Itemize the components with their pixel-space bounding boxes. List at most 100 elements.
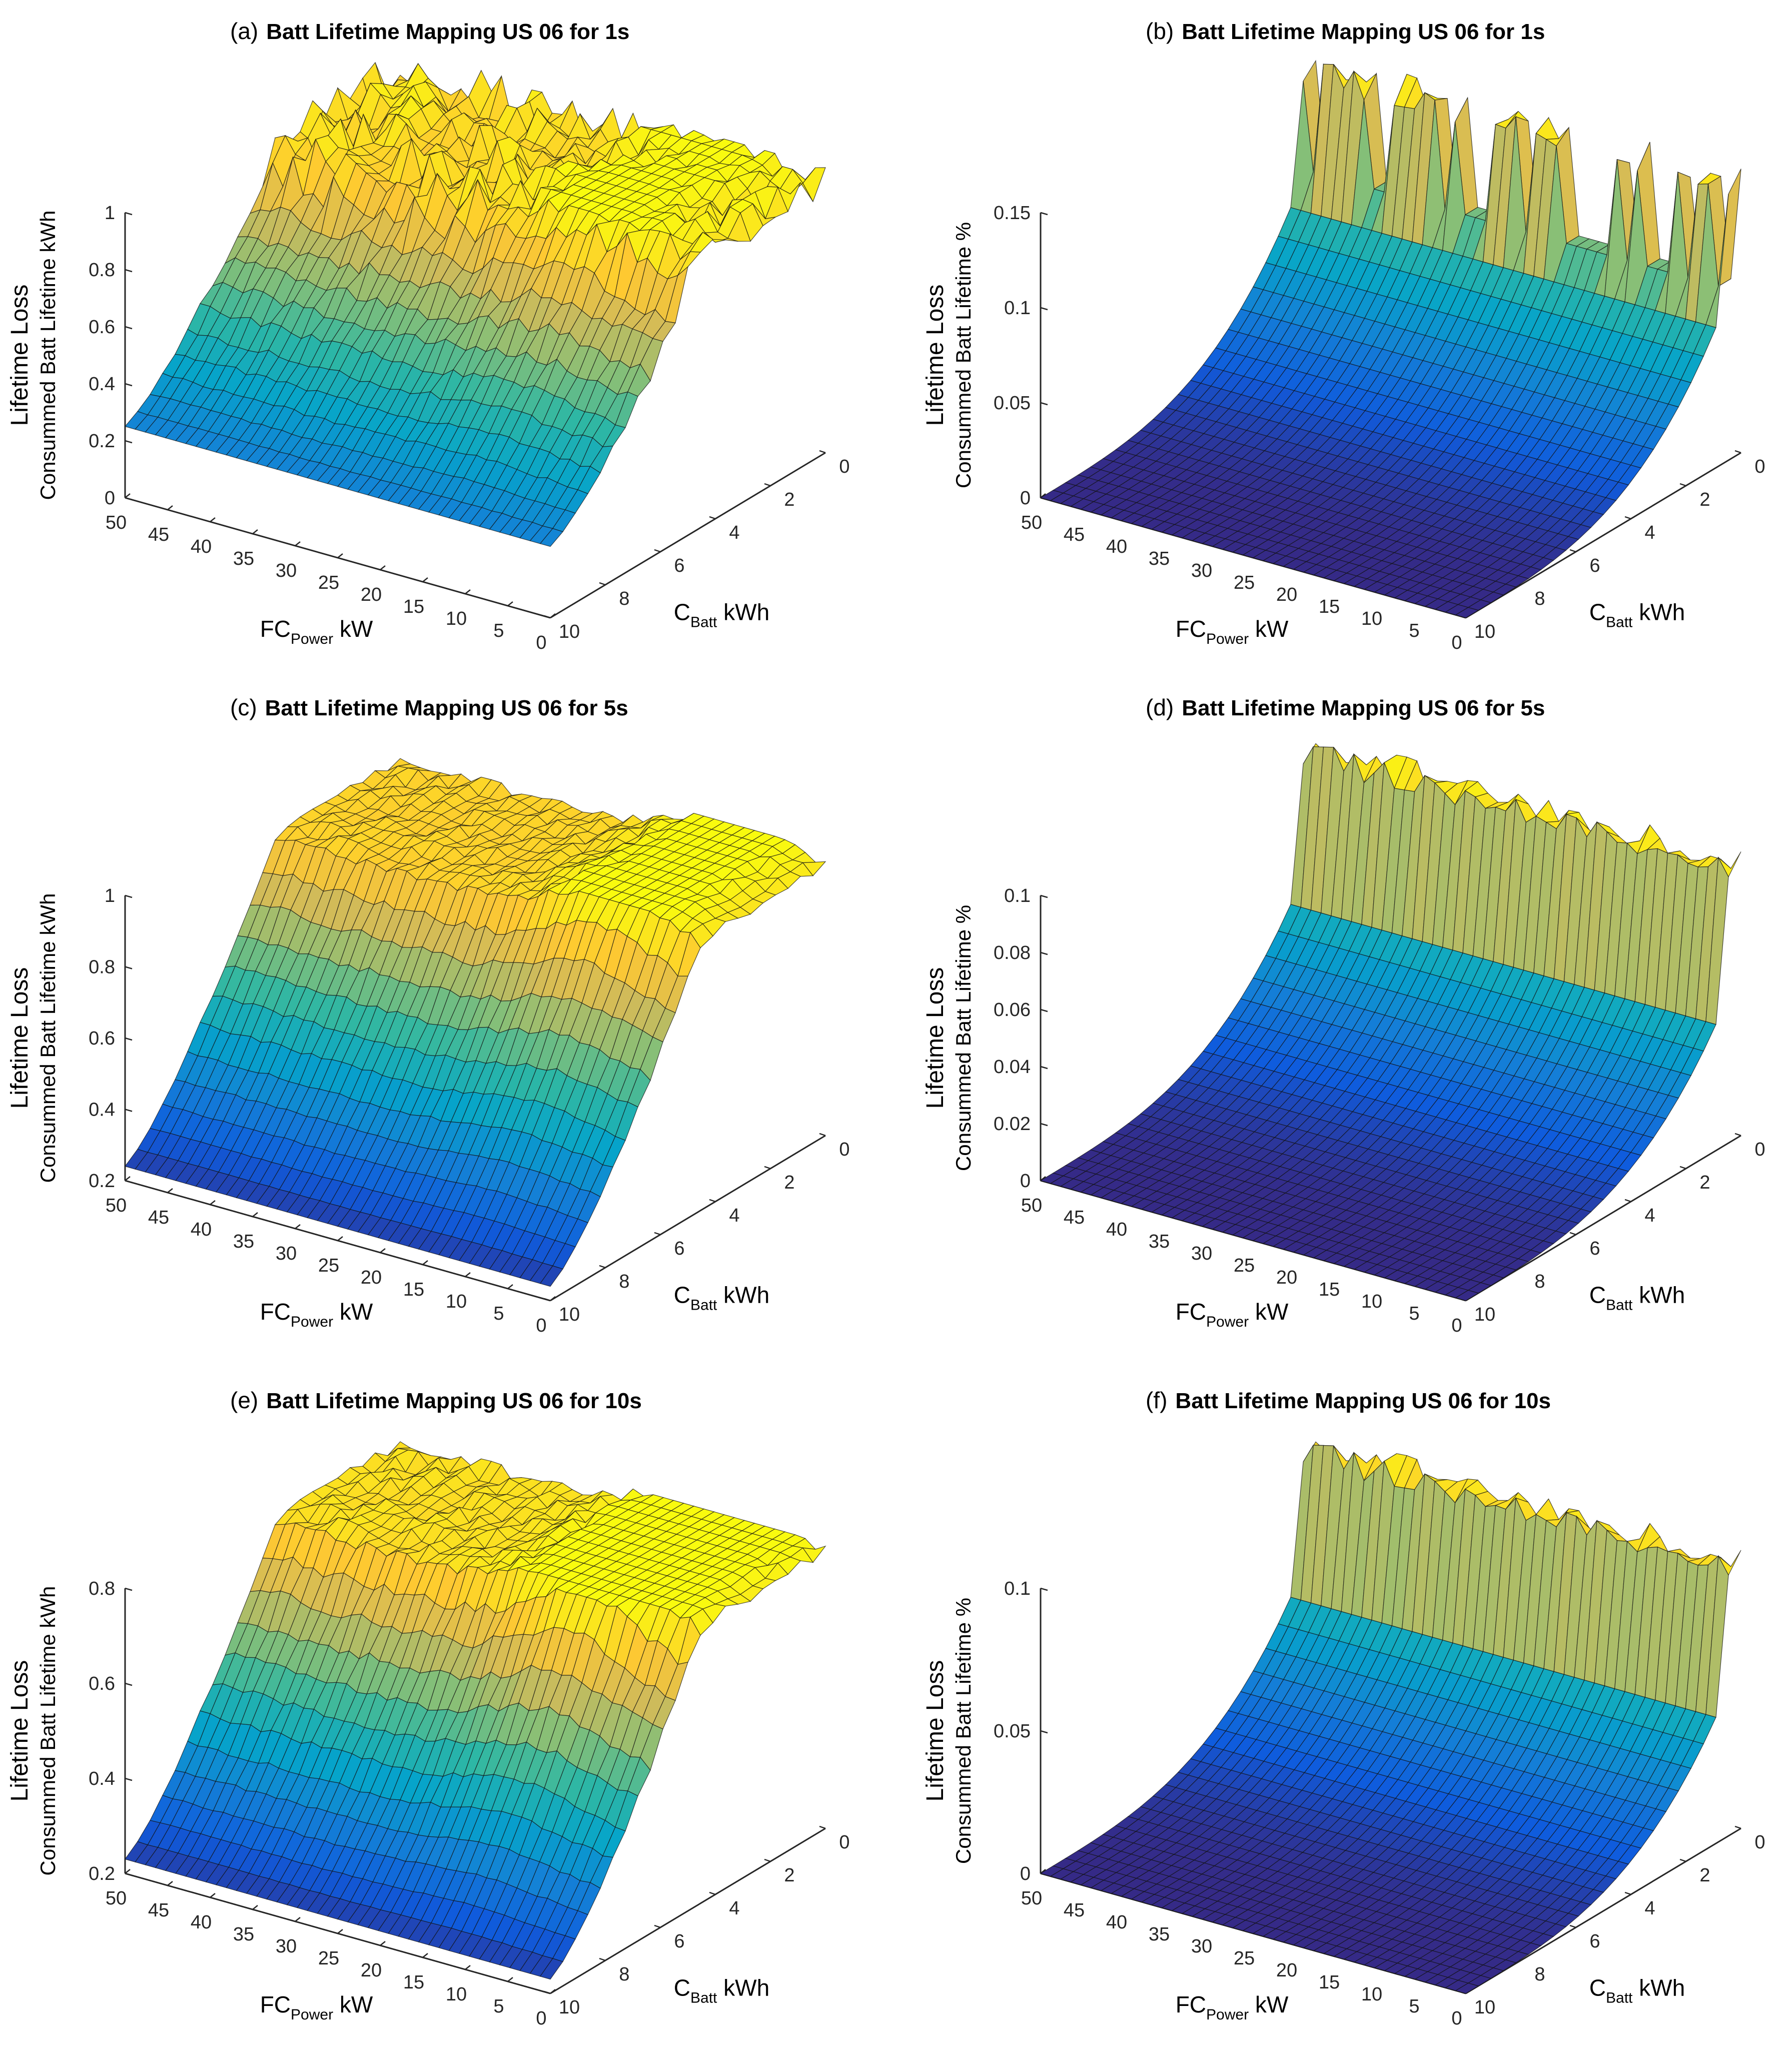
y-tick-label: 4	[729, 522, 739, 543]
x-tick-label: 35	[1149, 1924, 1170, 1945]
y-tick-label: 0	[839, 1832, 849, 1853]
y-tick-mark	[654, 1924, 661, 1928]
y-tick-label: 10	[559, 1304, 580, 1325]
z-tick-mark	[1040, 1587, 1048, 1591]
panel-letter: (b)	[1146, 18, 1174, 44]
z-tick-label: 0.8	[89, 1578, 115, 1599]
x-tick-label: 30	[1191, 560, 1212, 581]
z-tick-mark	[125, 1682, 133, 1686]
panel-letter: (e)	[230, 1387, 258, 1413]
y-tick-mark	[819, 1825, 826, 1829]
z-axis-label-line1: Lifetime Loss	[7, 967, 33, 1109]
chart-title: (a) Batt Lifetime Mapping US 06 for 1s	[230, 18, 629, 44]
y-tick-mark	[599, 582, 606, 586]
x-tick-label: 35	[233, 548, 254, 569]
x-axis-label: FCPower kW	[260, 616, 373, 647]
y-tick-mark	[1624, 516, 1631, 520]
surface	[1040, 1441, 1741, 1994]
y-tick-label: 8	[1534, 1964, 1545, 1985]
y-axis-label: CBatt kWh	[1589, 1282, 1685, 1314]
chart-title: (d) Batt Lifetime Mapping US 06 for 5s	[1146, 694, 1545, 720]
z-tick-label: 0.04	[994, 1057, 1031, 1078]
x-tick-mark	[422, 1260, 428, 1265]
x-axis-label: FCPower kW	[260, 1991, 373, 2023]
y-axis-label: CBatt kWh	[1589, 1975, 1685, 2006]
x-tick-mark	[507, 1284, 513, 1289]
x-tick-mark	[295, 541, 301, 546]
x-tick-label: 25	[318, 1255, 339, 1276]
y-tick-label: 10	[559, 621, 580, 642]
x-tick-mark	[210, 1200, 216, 1205]
x-tick-label: 25	[318, 572, 339, 593]
y-tick-label: 0	[1754, 456, 1765, 477]
z-tick-mark	[125, 966, 133, 969]
x-tick-label: 50	[1021, 1888, 1042, 1909]
z-tick-mark	[125, 497, 133, 501]
y-tick-mark	[764, 1858, 771, 1862]
z-axis-label-line2: Consummed Batt Lifetime %	[952, 1598, 975, 1864]
x-tick-label: 50	[1021, 1195, 1042, 1216]
x-tick-label: 35	[1149, 1231, 1170, 1252]
z-tick-label: 0.6	[89, 1028, 115, 1049]
x-tick-label: 45	[1064, 524, 1085, 545]
x-tick-label: 40	[1106, 536, 1127, 557]
x-tick-label: 0	[1451, 632, 1462, 653]
x-tick-label: 5	[493, 1303, 504, 1324]
z-tick-label: 0.4	[89, 1100, 115, 1121]
z-axis-label-line1: Lifetime Loss	[922, 285, 949, 426]
x-tick-label: 10	[446, 1984, 467, 2005]
z-tick-label: 0.08	[994, 942, 1031, 963]
x-tick-label: 30	[276, 1243, 297, 1264]
chart-title: (c) Batt Lifetime Mapping US 06 for 5s	[230, 694, 628, 720]
chart-title: (e) Batt Lifetime Mapping US 06 for 10s	[230, 1387, 642, 1413]
title-label: Batt Lifetime Mapping US 06 for 10s	[266, 1389, 642, 1413]
x-tick-label: 45	[148, 1900, 169, 1921]
x-tick-label: 50	[1021, 512, 1042, 533]
x-axis-label: FCPower kW	[1176, 1991, 1289, 2023]
x-tick-mark	[465, 1965, 471, 1970]
x-tick-label: 40	[1106, 1219, 1127, 1240]
x-tick-mark	[252, 1905, 258, 1910]
y-tick-mark	[764, 483, 771, 487]
y-tick-label: 10	[1474, 621, 1495, 642]
x-tick-label: 20	[1276, 1267, 1297, 1288]
panel-e: (e) Batt Lifetime Mapping US 06 for 10s 0.…	[7, 1387, 850, 2029]
title-label: Batt Lifetime Mapping US 06 for 10s	[1175, 1389, 1551, 1413]
z-tick-mark	[125, 894, 133, 898]
x-tick-mark	[380, 1941, 386, 1946]
panel-f: (f) Batt Lifetime Mapping US 06 for 10s00…	[922, 1387, 1765, 2029]
x-tick-label: 15	[403, 1279, 424, 1300]
x-tick-label: 0	[536, 2008, 546, 2029]
x-tick-label: 10	[1361, 608, 1382, 629]
x-tick-label: 45	[1064, 1207, 1085, 1228]
y-tick-label: 0	[839, 1139, 849, 1160]
y-tick-mark	[1624, 1199, 1631, 1203]
z-tick-label: 0.8	[89, 957, 115, 978]
title-label: Batt Lifetime Mapping US 06 for 5s	[265, 696, 628, 720]
y-tick-mark	[1569, 549, 1576, 553]
y-tick-mark	[654, 1232, 661, 1236]
x-tick-label: 0	[536, 632, 546, 653]
z-tick-mark	[1040, 1066, 1048, 1070]
x-tick-label: 15	[1319, 596, 1340, 617]
z-tick-label: 0.05	[994, 1721, 1031, 1742]
z-axis-label-line2: Consummed Batt Lifetime kWh	[36, 1586, 60, 1876]
x-axis-label: FCPower kW	[1176, 1299, 1289, 1330]
z-tick-label: 0	[105, 488, 115, 509]
y-tick-mark	[709, 1199, 716, 1203]
y-tick-label: 10	[1474, 1304, 1495, 1325]
x-tick-label: 35	[233, 1231, 254, 1252]
y-tick-mark	[1624, 1891, 1631, 1895]
x-tick-label: 50	[106, 512, 127, 533]
z-axis-label-line2: Consummed Batt Lifetime %	[952, 905, 975, 1171]
y-tick-label: 2	[1699, 489, 1710, 510]
z-axis-label-line2: Consummed Batt Lifetime kWh	[36, 893, 60, 1183]
y-tick-label: 6	[674, 1238, 684, 1259]
title-label: Batt Lifetime Mapping US 06 for 1s	[266, 20, 629, 44]
x-tick-label: 30	[1191, 1243, 1212, 1264]
x-tick-label: 20	[1276, 584, 1297, 605]
x-tick-label: 10	[446, 1291, 467, 1312]
z-tick-mark	[1040, 307, 1048, 311]
surface-patch	[539, 528, 564, 547]
